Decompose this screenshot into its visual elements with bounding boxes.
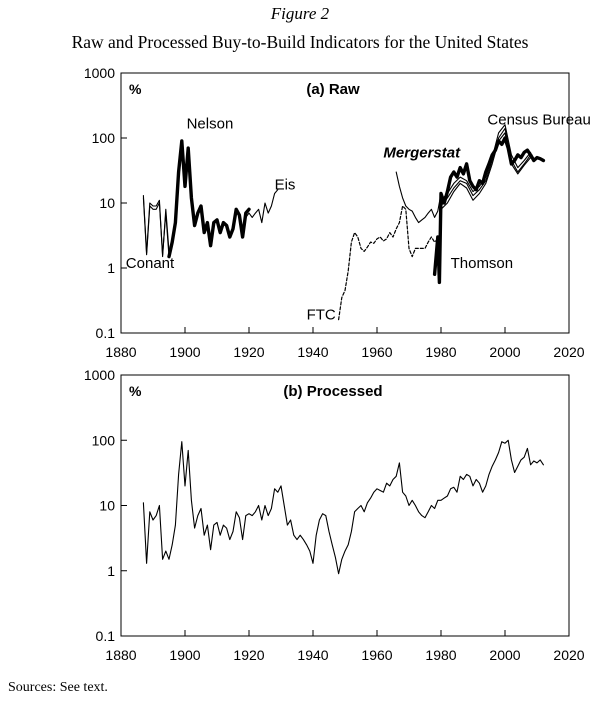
panel-title: (a) Raw <box>306 81 360 98</box>
x-tick-label: 1940 <box>297 344 328 360</box>
annotation-label: Conant <box>126 255 175 272</box>
series-line-thomson <box>432 136 546 285</box>
series-line-census-bureau <box>440 124 532 201</box>
y-tick-label: 10 <box>99 195 115 211</box>
chart-panel-processed: 0.1 1 10 100 1000 1880 1900 1920 1940 1960 1980 200… <box>84 367 585 663</box>
y-axis-label: % <box>129 81 142 97</box>
x-tick-label: 1900 <box>169 344 200 360</box>
series-line-conant <box>142 197 170 258</box>
x-tick-label: 1880 <box>105 647 136 663</box>
panel-title: (b) Processed <box>283 383 382 400</box>
annotation-label: Nelson <box>187 116 234 133</box>
series-line-ftc <box>338 205 439 321</box>
annotation-label: Thomson <box>451 255 514 272</box>
series-line-nelson <box>167 139 251 259</box>
series-line-eis <box>245 189 279 224</box>
sources-note: Sources: See text. <box>8 680 108 695</box>
x-tick-label: 1900 <box>169 647 200 663</box>
figure-label: Figure 2 <box>270 4 330 23</box>
x-tick-label: 2020 <box>553 344 584 360</box>
x-tick-label: 1880 <box>105 344 136 360</box>
y-tick-label: 0.1 <box>96 325 116 341</box>
annotation-label: FTC <box>307 307 336 324</box>
figure-title: Raw and Processed Buy-to-Build Indicator… <box>71 32 529 52</box>
series-line-census-bureau <box>440 132 532 210</box>
chart-panel-raw: 0.1 1 10 100 1000 1880 1900 1920 1940 1960 1980 200… <box>84 65 591 360</box>
x-tick-label: 2020 <box>553 647 584 663</box>
y-tick-label: 1 <box>107 563 115 579</box>
annotation-label: Eis <box>275 177 296 194</box>
series-line <box>142 439 544 575</box>
x-tick-label: 1920 <box>233 647 264 663</box>
y-tick-label: 1000 <box>84 65 115 81</box>
x-tick-label: 2000 <box>489 344 520 360</box>
y-tick-label: 100 <box>92 130 116 146</box>
series-line-mergerstat <box>395 171 442 224</box>
y-tick-label: 1 <box>107 260 115 276</box>
y-tick-label: 100 <box>92 432 116 448</box>
y-axis-label: % <box>129 383 142 399</box>
y-tick-label: 0.1 <box>96 628 116 644</box>
x-tick-label: 1980 <box>425 344 456 360</box>
plot-area-frame <box>120 374 570 637</box>
annotation-label: Mergerstat <box>383 145 461 162</box>
y-tick-label: 10 <box>99 498 115 514</box>
x-tick-label: 1960 <box>361 344 392 360</box>
x-tick-label: 2000 <box>489 647 520 663</box>
x-tick-label: 1920 <box>233 344 264 360</box>
annotation-label: Census Bureau <box>487 112 590 129</box>
x-tick-label: 1980 <box>425 647 456 663</box>
x-tick-label: 1940 <box>297 647 328 663</box>
y-tick-label: 1000 <box>84 367 115 383</box>
series-line-census-bureau <box>440 127 532 207</box>
x-tick-label: 1960 <box>361 647 392 663</box>
